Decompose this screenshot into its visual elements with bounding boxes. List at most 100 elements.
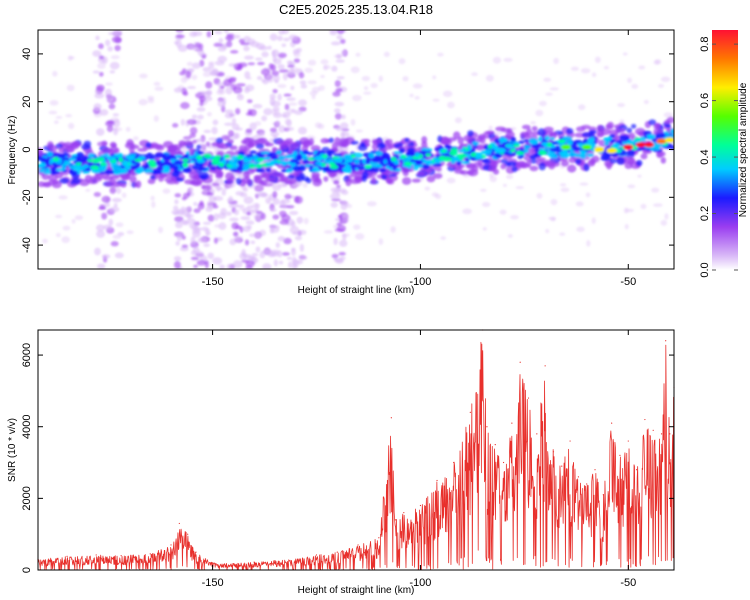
spectrogram-blob: [245, 84, 255, 92]
spectrogram-blob: [502, 183, 507, 188]
snr-data-point: [295, 558, 297, 560]
spectrogram-blob: [110, 55, 120, 60]
spectrogram-blob: [174, 154, 183, 158]
spectrogram-blob: [331, 65, 338, 72]
spectrogram-blob: [550, 198, 558, 206]
spectrogram-blob: [612, 143, 620, 149]
snr-data-point: [357, 544, 359, 546]
spectrogram-blob: [53, 120, 59, 125]
spectrogram-blob: [118, 157, 124, 163]
spectrogram-blob: [96, 84, 105, 92]
spectrogram-blob: [188, 147, 195, 156]
spectrogram-blob: [456, 160, 462, 166]
spectrogram-blob: [104, 39, 111, 47]
spectrogram-blob: [549, 147, 559, 153]
spectrogram-blob: [411, 178, 421, 183]
spectrogram-blob: [520, 131, 529, 138]
spectrogram-blob: [106, 120, 115, 125]
spectrogram-blob: [202, 66, 211, 72]
spectrogram-blob: [247, 62, 256, 66]
spectrogram-blob: [334, 137, 341, 144]
spectrogram-blob: [175, 221, 183, 229]
spectrogram-blob: [481, 201, 491, 208]
spectrogram-blob: [245, 112, 253, 116]
spectrogram-blob: [191, 62, 201, 69]
spectrogram-blob: [433, 159, 442, 164]
spectrogram-blob: [341, 200, 349, 207]
spectrogram-blob: [383, 159, 388, 165]
spectrogram-blob: [192, 139, 197, 144]
spectrogram-blob: [273, 58, 282, 65]
spectrogram-blob: [138, 98, 148, 106]
spectrogram-blob: [317, 123, 325, 130]
spectrogram-blob: [217, 46, 227, 52]
spectrogram-blob: [330, 202, 338, 208]
spectrogram-blob: [559, 183, 567, 187]
spectrogram-blob: [354, 175, 364, 182]
spectrogram-blob: [269, 227, 275, 234]
spectrogram-blob: [350, 118, 356, 126]
spectrogram-blob: [273, 259, 278, 267]
spectrogram-blob: [510, 215, 519, 220]
spectrogram-blob: [182, 136, 192, 140]
spectrogram-blob: [272, 134, 278, 140]
spectrogram-blob: [245, 128, 253, 134]
spectrogram-blob: [180, 76, 188, 84]
spectrogram-blob: [196, 155, 203, 160]
spectrogram-blob: [38, 164, 43, 169]
spectrogram-blob: [113, 154, 123, 158]
spectrogram-blob: [398, 58, 406, 65]
spectrogram-y-ticks: -40 -20 0 20 40: [21, 48, 674, 253]
spectrogram-blob: [191, 74, 198, 80]
spectrogram-blob: [270, 131, 280, 138]
spectrogram-blob: [333, 237, 338, 246]
spectrogram-blob: [174, 199, 179, 205]
spectrogram-blob: [664, 137, 674, 143]
spectrogram-blob: [285, 126, 295, 131]
spectrogram-blob: [271, 49, 280, 58]
spectrogram-blob: [217, 55, 228, 63]
spectrogram-blob: [367, 168, 375, 172]
spectrogram-blob: [277, 155, 286, 161]
spectrogram-blob: [245, 260, 256, 267]
spectrogram-blob: [624, 223, 629, 230]
spectrogram-blob: [215, 178, 224, 183]
snr-data-point: [378, 537, 380, 539]
spectrogram-blob: [284, 155, 294, 159]
spectrogram-blob: [208, 173, 213, 179]
spectrogram-blob: [334, 79, 341, 88]
spectrogram-blob: [440, 236, 447, 240]
spectrogram-blob: [288, 34, 298, 41]
spectrogram-blob: [519, 154, 524, 158]
spectrogram-blob: [202, 226, 209, 232]
spectrogram-blob: [132, 136, 139, 141]
spectrogram-blob: [334, 108, 341, 114]
spectrogram-blob: [46, 151, 54, 158]
spectrogram-blob: [219, 264, 225, 269]
spectrogram-blob: [209, 71, 219, 76]
spectrogram-blob: [357, 144, 368, 152]
spectrogram-blob: [121, 192, 127, 199]
snr-data-point: [469, 411, 471, 413]
spectrogram-blob: [332, 153, 343, 157]
spectrogram-blob: [238, 38, 245, 44]
snr-frame: [37, 329, 675, 571]
spectrogram-blob: [471, 72, 478, 77]
spectrogram-blob: [151, 143, 163, 150]
spectrogram-blob: [244, 55, 254, 60]
spectrogram-blob: [55, 214, 63, 219]
spectrogram-blob: [492, 56, 502, 64]
snr-data-point: [149, 553, 151, 555]
spectrogram-blob: [371, 139, 382, 144]
spectrogram-blob: [98, 43, 104, 50]
spectrogram-blob: [307, 80, 317, 85]
spectrogram-blob: [403, 161, 412, 166]
spectrogram-blob: [462, 208, 473, 215]
spectrogram-blob: [251, 252, 259, 257]
spectrogram-blob: [193, 264, 198, 269]
spectrogram-blob: [349, 170, 357, 178]
spectrogram-blob: [246, 211, 252, 216]
spectrogram-blob: [550, 137, 555, 141]
spectrogram-blob: [284, 180, 293, 185]
spectrogram-blob: [413, 161, 423, 166]
